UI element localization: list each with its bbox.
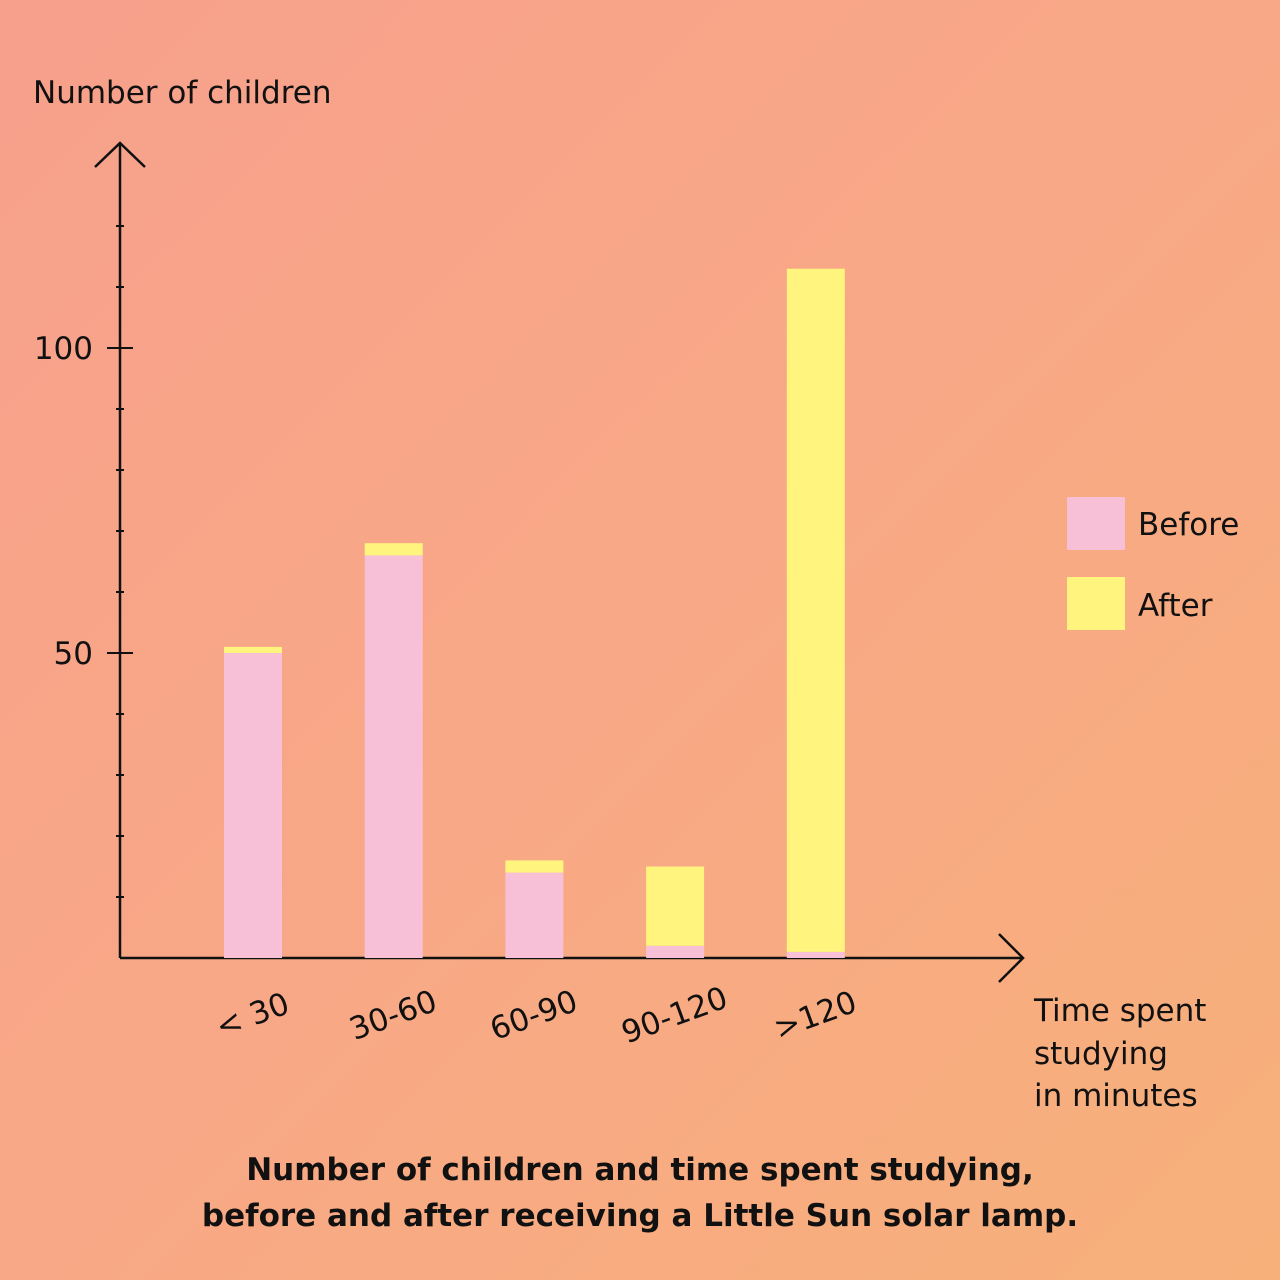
x-axis-label-line: studying	[1034, 1036, 1168, 1072]
y-axis-label: Number of children	[33, 75, 332, 111]
x-tick-label: 30-60	[345, 983, 442, 1048]
bar-before-2	[505, 872, 564, 958]
chart-title: Number of children and time spent studyi…	[0, 1147, 1280, 1239]
bar-before-3	[646, 945, 705, 958]
x-axis-label-line: in minutes	[1034, 1078, 1198, 1114]
legend: Before After	[1067, 497, 1239, 630]
x-axis-arrow-icon	[998, 933, 1025, 983]
legend-label-after: After	[1138, 588, 1213, 624]
legend-swatch-before	[1067, 497, 1125, 550]
x-axis-label-line: Time spent	[1033, 993, 1206, 1029]
y-tick-label: 50	[54, 636, 93, 672]
y-ticks: 50 100	[34, 225, 133, 898]
bar-after-1	[364, 543, 423, 556]
y-tick-label: 100	[34, 331, 93, 367]
x-tick-label: 60-90	[485, 983, 582, 1048]
x-tick-label: 90-120	[617, 980, 733, 1051]
bar-after-3	[646, 866, 705, 946]
chart-title-line: Number of children and time spent studyi…	[246, 1152, 1034, 1188]
legend-swatch-after	[1067, 577, 1125, 630]
bar-before-4	[786, 951, 845, 958]
x-tick-label: < 30	[211, 986, 294, 1046]
bar-after-2	[505, 860, 564, 873]
legend-label-before: Before	[1138, 507, 1239, 543]
bar-before-0	[224, 653, 282, 958]
x-axis-label: Time spent studying in minutes	[1033, 993, 1216, 1114]
chart-title-line: before and after receiving a Little Sun …	[201, 1198, 1079, 1234]
bar-after-0	[224, 646, 282, 653]
bar-before-1	[364, 555, 423, 958]
x-tick-label: >120	[769, 984, 861, 1047]
bars	[224, 268, 845, 958]
bar-after-4	[786, 268, 845, 952]
y-axis-arrow-icon	[94, 141, 146, 168]
x-tick-labels: < 30 30-60 60-90 90-120 >120	[211, 980, 861, 1051]
